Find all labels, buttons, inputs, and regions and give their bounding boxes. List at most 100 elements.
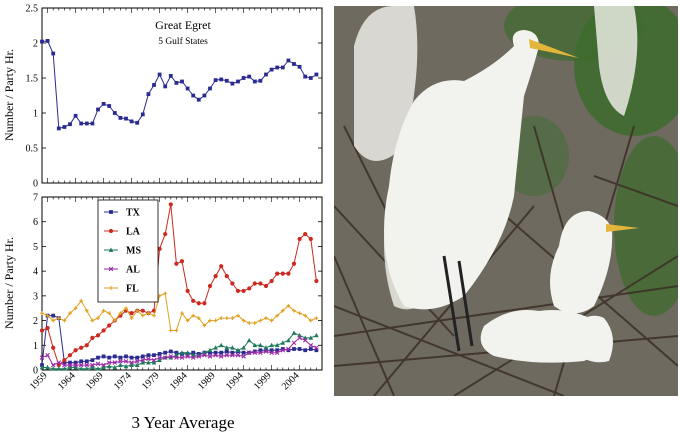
data-point-al xyxy=(258,350,263,355)
data-point-al xyxy=(224,352,230,358)
data-point-ms xyxy=(62,366,67,371)
data-point-series-0 xyxy=(152,83,156,87)
legend-label-tx: TX xyxy=(126,208,141,219)
data-point-al xyxy=(246,350,252,355)
data-point-tx xyxy=(51,313,56,318)
data-point-la xyxy=(275,271,280,276)
data-point-la xyxy=(303,231,308,237)
data-point-al xyxy=(45,352,50,358)
data-point-al xyxy=(174,355,179,360)
data-point-fl xyxy=(129,316,134,320)
data-point-al xyxy=(140,357,146,363)
data-point-fl xyxy=(303,313,308,318)
data-point-tx xyxy=(213,350,218,355)
data-point-la xyxy=(235,288,241,294)
data-point-ms xyxy=(106,363,112,369)
data-point-tx xyxy=(308,347,313,351)
y-tick-label: 5 xyxy=(33,242,38,253)
data-point-fl xyxy=(224,316,229,320)
data-point-al xyxy=(291,340,297,346)
data-point-la xyxy=(51,345,56,350)
data-point-al xyxy=(62,362,67,368)
data-point-series-0 xyxy=(241,76,246,80)
data-point-la xyxy=(224,273,229,279)
data-point-la xyxy=(196,301,201,306)
data-point-series-0 xyxy=(51,51,56,56)
data-point-series-0 xyxy=(314,72,319,77)
data-point-fl xyxy=(219,316,224,320)
data-point-al xyxy=(129,360,134,365)
data-point-fl xyxy=(185,318,190,323)
data-point-fl xyxy=(196,316,201,320)
y-tick-label: 1.5 xyxy=(26,74,39,85)
data-point-fl xyxy=(62,318,67,323)
data-point-ms xyxy=(252,342,258,348)
data-point-ms xyxy=(274,342,280,348)
data-point-ms xyxy=(286,337,291,343)
data-point-la xyxy=(191,298,196,303)
data-point-series-0 xyxy=(208,86,212,91)
background-egret xyxy=(354,6,638,161)
data-point-tx xyxy=(112,354,117,359)
data-point-ms xyxy=(263,345,269,350)
data-point-la xyxy=(263,283,269,289)
data-point-tx xyxy=(168,349,173,354)
data-point-series-0 xyxy=(230,81,235,86)
data-point-fl xyxy=(107,311,112,316)
data-point-al xyxy=(280,347,286,353)
x-tick-label: 1989 xyxy=(196,370,218,392)
data-point-fl xyxy=(213,318,218,323)
data-point-fl xyxy=(180,311,184,316)
data-point-al xyxy=(314,345,319,351)
y-tick-label: 3 xyxy=(33,291,38,302)
data-point-la xyxy=(297,236,302,242)
bottom-chart-plot-area xyxy=(39,202,319,371)
data-point-al xyxy=(179,355,185,360)
data-point-fl xyxy=(146,311,151,316)
data-point-fl xyxy=(51,318,56,323)
data-point-tx xyxy=(146,353,151,358)
data-point-series-0 xyxy=(157,72,162,77)
data-point-al xyxy=(146,356,151,362)
legend-marker-ms xyxy=(108,247,114,252)
data-point-tx xyxy=(101,354,106,359)
data-point-ms xyxy=(67,365,73,370)
data-point-ms xyxy=(280,340,286,345)
data-point-ms xyxy=(224,345,230,350)
data-point-series-0 xyxy=(236,79,240,84)
data-point-la xyxy=(219,264,224,269)
egret-charts: 0 0.5 1 1.5 2 2.5 Number / Party Hr. Great Eg… xyxy=(2,4,323,432)
data-point-tx xyxy=(90,358,95,363)
data-point-ms xyxy=(140,360,146,365)
data-point-la xyxy=(269,278,274,284)
y-tick-label: 0 xyxy=(33,366,38,377)
data-point-tx xyxy=(129,355,134,360)
data-point-tx xyxy=(84,359,89,364)
data-point-la xyxy=(291,261,297,266)
data-point-al xyxy=(67,362,73,368)
data-point-tx xyxy=(124,354,128,359)
data-point-tx xyxy=(79,359,84,364)
data-point-tx xyxy=(292,347,296,351)
data-point-ms xyxy=(185,350,190,355)
great-egret-nest-photo xyxy=(334,6,678,396)
series-line-series-0 xyxy=(41,40,317,130)
data-point-ms xyxy=(73,365,78,370)
data-point-ms xyxy=(230,345,235,350)
data-point-la xyxy=(280,271,285,276)
data-point-al xyxy=(123,359,129,364)
data-point-tx xyxy=(163,350,168,355)
x-tick-label: 1959 xyxy=(28,370,50,392)
data-point-la xyxy=(95,333,101,338)
data-point-fl xyxy=(314,316,319,320)
data-point-ms xyxy=(50,366,56,371)
bottom-chart-xlabel: 3 Year Average xyxy=(131,413,234,432)
data-point-al xyxy=(118,359,123,364)
data-point-ms xyxy=(45,365,50,370)
data-point-tx xyxy=(280,347,285,351)
data-point-ms xyxy=(84,366,90,371)
data-point-la xyxy=(286,271,291,276)
data-point-la xyxy=(247,286,252,291)
data-point-fl xyxy=(56,316,61,320)
data-point-fl xyxy=(264,316,268,320)
